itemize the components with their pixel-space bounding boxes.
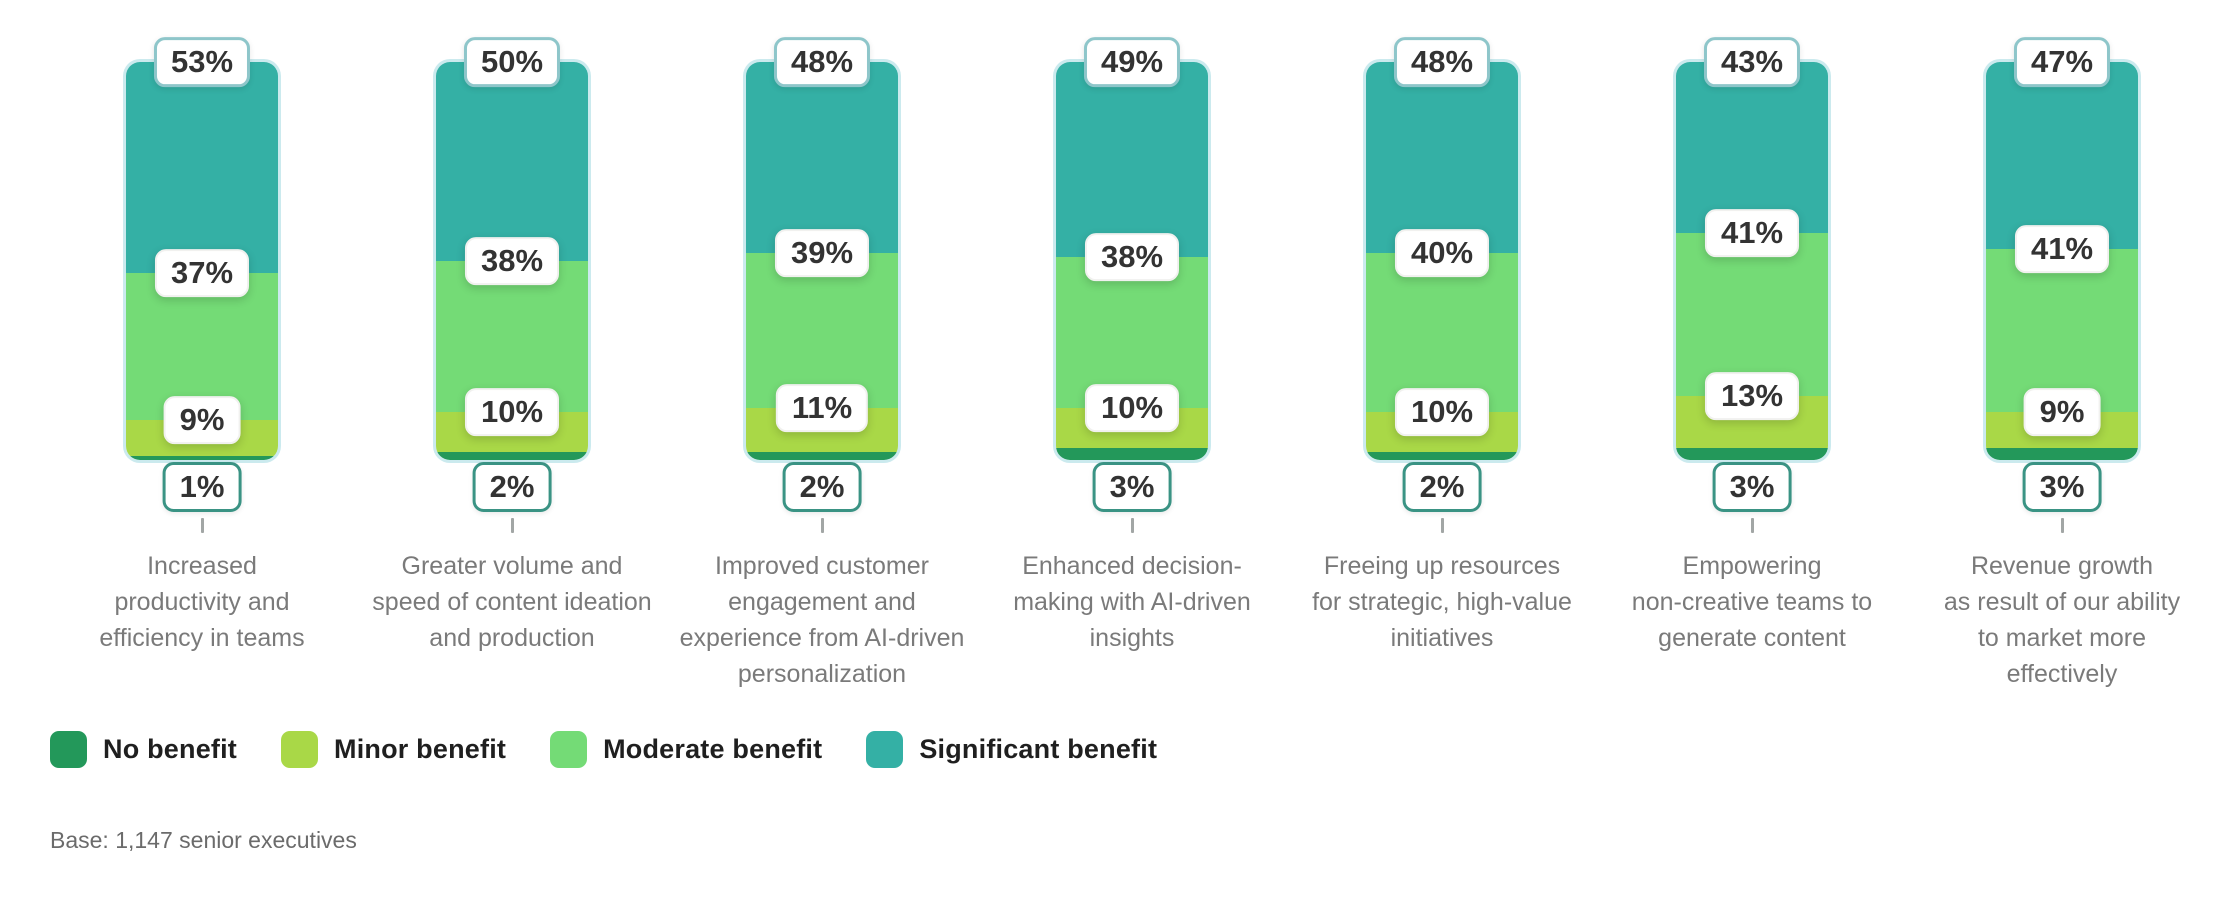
value-label-significant: 47%	[2013, 37, 2111, 87]
legend: No benefit Minor benefit Moderate benefi…	[50, 731, 1157, 768]
legend-item-minor-benefit: Minor benefit	[281, 731, 506, 768]
segment-moderate-benefit	[436, 261, 588, 413]
legend-label-minor-benefit: Minor benefit	[334, 734, 507, 764]
segment-no-benefit	[1366, 452, 1518, 460]
category-label: Greater volume and speed of content idea…	[372, 552, 652, 652]
stacked-bar	[1676, 62, 1828, 460]
chart-plot-area: 53% 37% 9% 1% Increased productivity and eff…	[47, 0, 2217, 705]
bar-column-7: 47% 41% 9% 3% Revenue growth as result of ou…	[1907, 0, 2217, 705]
value-label-moderate: 41%	[2014, 225, 2110, 273]
value-label-minor: 10%	[464, 388, 560, 437]
segment-significant-benefit	[1986, 62, 2138, 250]
value-label-minor: 9%	[2023, 388, 2101, 437]
value-label-moderate: 39%	[774, 229, 870, 277]
value-label-no-benefit: 2%	[782, 462, 862, 512]
value-label-minor: 10%	[1084, 384, 1180, 433]
legend-item-significant-benefit: Significant benefit	[866, 731, 1157, 768]
value-label-significant: 49%	[1083, 37, 1181, 87]
segment-significant-benefit	[746, 62, 898, 254]
category-label: Revenue growth as result of our ability …	[1943, 552, 2181, 688]
segment-no-benefit	[126, 456, 278, 460]
segment-moderate-benefit	[1056, 257, 1208, 409]
segment-no-benefit	[1056, 448, 1208, 460]
bar-column-4: 49% 38% 10% 3% Enhanced decision- making wit…	[977, 0, 1287, 705]
tick-line	[2060, 518, 2064, 533]
tick-line	[1750, 518, 1754, 533]
value-label-significant: 43%	[1703, 37, 1801, 87]
segment-no-benefit	[1676, 448, 1828, 460]
value-label-moderate: 37%	[154, 249, 250, 297]
value-label-significant: 50%	[463, 37, 561, 87]
value-label-significant: 48%	[773, 37, 871, 87]
base-note: Base: 1,147 senior executives	[50, 827, 357, 853]
bar-column-1: 53% 37% 9% 1% Increased productivity and eff…	[47, 0, 357, 705]
value-label-minor: 13%	[1704, 372, 1800, 421]
segment-significant-benefit	[126, 62, 278, 273]
value-label-no-benefit: 1%	[162, 462, 242, 512]
segment-significant-benefit	[436, 62, 588, 261]
value-label-no-benefit: 3%	[1712, 462, 1792, 512]
value-label-moderate: 41%	[1704, 209, 1800, 257]
segment-significant-benefit	[1366, 62, 1518, 254]
significant-benefit-swatch-icon	[866, 731, 904, 768]
bar-column-2: 50% 38% 10% 2% Greater volume and speed of c…	[357, 0, 667, 705]
category-label: Increased productivity and efficiency in…	[99, 552, 305, 652]
legend-label-moderate-benefit: Moderate benefit	[603, 734, 823, 764]
stacked-bar	[1986, 62, 2138, 460]
bar-column-3: 48% 39% 11% 2% Improved customer engagement …	[667, 0, 977, 705]
legend-item-no-benefit: No benefit	[50, 731, 237, 768]
segment-no-benefit	[436, 452, 588, 460]
tick-line	[1440, 518, 1444, 533]
value-label-moderate: 38%	[1084, 233, 1180, 281]
legend-label-no-benefit: No benefit	[103, 734, 237, 764]
value-label-significant: 53%	[153, 37, 251, 87]
segment-moderate-benefit	[1986, 249, 2138, 413]
legend-item-moderate-benefit: Moderate benefit	[550, 731, 822, 768]
category-label: Improved customer engagement and experie…	[679, 552, 965, 688]
value-label-no-benefit: 3%	[1092, 462, 1172, 512]
tick-line	[820, 518, 824, 533]
tick-line	[200, 518, 204, 533]
segment-significant-benefit	[1056, 62, 1208, 258]
category-label: Enhanced decision- making with AI-driven…	[1013, 552, 1251, 652]
tick-line	[510, 518, 514, 533]
stacked-bar	[436, 62, 588, 460]
value-label-minor: 11%	[775, 384, 869, 433]
minor-benefit-swatch-icon	[281, 731, 318, 768]
moderate-benefit-swatch-icon	[550, 731, 588, 768]
category-label: Empowering non-creative teams to generat…	[1631, 552, 1873, 652]
segment-no-benefit	[746, 452, 898, 460]
value-label-minor: 9%	[163, 396, 241, 445]
bar-column-6: 43% 41% 13% 3% Empowering non-creative teams…	[1597, 0, 1907, 705]
value-label-no-benefit: 2%	[1402, 462, 1482, 512]
stacked-bar	[126, 62, 278, 460]
tick-line	[1130, 518, 1134, 533]
segment-moderate-benefit	[746, 253, 898, 409]
value-label-moderate: 40%	[1394, 229, 1490, 277]
value-label-no-benefit: 3%	[2022, 462, 2102, 512]
stacked-bar	[1056, 62, 1208, 460]
legend-label-significant-benefit: Significant benefit	[919, 734, 1158, 764]
segment-significant-benefit	[1676, 62, 1828, 234]
value-label-moderate: 38%	[464, 237, 560, 285]
value-label-significant: 48%	[1393, 37, 1491, 87]
category-label: Freeing up resources for strategic, high…	[1312, 552, 1572, 652]
bar-column-5: 48% 40% 10% 2% Freeing up resources for stra…	[1287, 0, 1597, 705]
value-label-no-benefit: 2%	[472, 462, 552, 512]
segment-moderate-benefit	[126, 272, 278, 421]
value-label-minor: 10%	[1394, 388, 1490, 437]
segment-moderate-benefit	[1366, 253, 1518, 413]
segment-moderate-benefit	[1676, 233, 1828, 397]
segment-no-benefit	[1986, 448, 2138, 460]
no-benefit-swatch-icon	[50, 731, 87, 768]
